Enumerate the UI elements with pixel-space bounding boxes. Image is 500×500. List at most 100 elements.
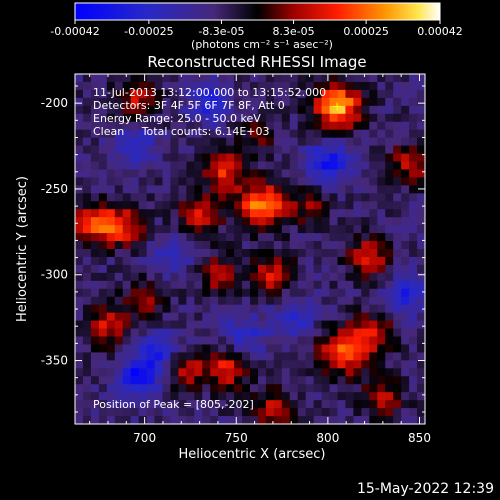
heatmap-cell bbox=[337, 249, 346, 258]
heatmap-cell bbox=[313, 169, 322, 178]
heatmap-cell bbox=[98, 392, 108, 401]
heatmap-cell bbox=[385, 225, 394, 234]
heatmap-cell bbox=[122, 129, 132, 139]
x-tick-label: 700 bbox=[133, 431, 156, 445]
heatmap-cell bbox=[321, 217, 330, 226]
heatmap-cell bbox=[154, 81, 163, 91]
heatmap-cell bbox=[98, 360, 108, 369]
heatmap-cell bbox=[202, 312, 211, 321]
heatmap-cell bbox=[409, 392, 418, 401]
heatmap-cell bbox=[90, 304, 100, 314]
heatmap-cell bbox=[202, 89, 211, 99]
heatmap-cell bbox=[154, 352, 163, 361]
heatmap-cell bbox=[138, 241, 147, 250]
heatmap-cell bbox=[130, 392, 140, 401]
heatmap-cell bbox=[361, 312, 370, 321]
heatmap-cell bbox=[218, 169, 227, 178]
heatmap-cell bbox=[401, 225, 410, 234]
heatmap-cell bbox=[146, 177, 155, 186]
heatmap-cell bbox=[281, 97, 291, 107]
heatmap-cell bbox=[250, 288, 259, 298]
heatmap-cell bbox=[305, 280, 315, 290]
heatmap-cell bbox=[289, 169, 299, 178]
heatmap-cell bbox=[321, 121, 330, 131]
heatmap-cell bbox=[409, 233, 418, 242]
heatmap-cell bbox=[122, 201, 132, 210]
heatmap-cell bbox=[170, 217, 179, 226]
heatmap-cell bbox=[170, 137, 179, 146]
heatmap-cell bbox=[154, 304, 163, 314]
heatmap-cell bbox=[337, 193, 346, 202]
heatmap-cell bbox=[393, 296, 402, 306]
heatmap-cell bbox=[385, 400, 394, 409]
heatmap-cell bbox=[162, 113, 171, 123]
heatmap-cell bbox=[114, 169, 124, 178]
heatmap-cell bbox=[186, 209, 195, 218]
heatmap-cell bbox=[90, 392, 100, 401]
heatmap-cell bbox=[409, 312, 418, 321]
heatmap-cell bbox=[106, 137, 116, 146]
heatmap-cell bbox=[265, 137, 275, 146]
heatmap-cell bbox=[250, 217, 259, 226]
heatmap-cell bbox=[154, 288, 163, 298]
heatmap-cell bbox=[297, 352, 307, 361]
heatmap-cell bbox=[337, 304, 346, 314]
heatmap-cell bbox=[242, 177, 251, 186]
heatmap-cell bbox=[186, 241, 195, 250]
heatmap-cell bbox=[210, 296, 219, 306]
heatmap-cell bbox=[138, 145, 147, 154]
heatmap-cell bbox=[138, 201, 147, 210]
heatmap-cell bbox=[409, 105, 418, 115]
heatmap-cell bbox=[146, 416, 155, 425]
heatmap-cell bbox=[401, 217, 410, 226]
heatmap-cell bbox=[194, 177, 203, 186]
heatmap-cell bbox=[75, 74, 84, 83]
heatmap-cell bbox=[194, 113, 203, 123]
heatmap-cell bbox=[210, 256, 219, 266]
heatmap-cell bbox=[154, 416, 163, 425]
heatmap-cell bbox=[401, 81, 410, 91]
heatmap-cell bbox=[265, 336, 275, 345]
heatmap-cell bbox=[305, 113, 315, 123]
heatmap-cell bbox=[202, 97, 211, 107]
heatmap-cell bbox=[313, 344, 322, 353]
heatmap-cell bbox=[337, 161, 346, 170]
heatmap-cell bbox=[250, 304, 259, 314]
heatmap-cell bbox=[186, 376, 195, 385]
heatmap-cell bbox=[242, 105, 251, 115]
heatmap-cell bbox=[162, 344, 171, 353]
heatmap-cell bbox=[321, 81, 330, 91]
heatmap-cell bbox=[265, 368, 275, 377]
heatmap-cell bbox=[90, 201, 100, 210]
heatmap-cell bbox=[329, 336, 338, 345]
heatmap-cell bbox=[377, 137, 386, 146]
heatmap-cell bbox=[345, 312, 354, 321]
colorbar-tick-label: -0.00042 bbox=[50, 25, 99, 38]
heatmap-cell bbox=[321, 225, 330, 234]
heatmap-cell bbox=[369, 217, 378, 226]
y-tick-label: -350 bbox=[41, 354, 68, 368]
info-line-detectors: Detectors: 3F 4F 5F 6F 7F 8F, Att 0 bbox=[93, 99, 285, 112]
heatmap-cell bbox=[194, 161, 203, 170]
heatmap-cell bbox=[281, 256, 291, 266]
heatmap-cell bbox=[122, 272, 132, 282]
heatmap-cell bbox=[122, 225, 132, 234]
heatmap-cell bbox=[130, 233, 140, 242]
heatmap-cell bbox=[329, 264, 338, 274]
heatmap-cell bbox=[90, 416, 100, 425]
heatmap-cell bbox=[369, 392, 378, 401]
heatmap-cell bbox=[337, 296, 346, 306]
heatmap-cell bbox=[409, 384, 418, 393]
heatmap-cell bbox=[186, 105, 195, 115]
heatmap-cell bbox=[265, 185, 275, 194]
heatmap-cell bbox=[130, 105, 140, 115]
heatmap-cell bbox=[82, 121, 92, 131]
heatmap-cell bbox=[321, 169, 330, 178]
heatmap-cell bbox=[345, 121, 354, 131]
heatmap-cell bbox=[210, 217, 219, 226]
heatmap-cell bbox=[377, 280, 386, 290]
heatmap-cell bbox=[321, 336, 330, 345]
heatmap-cell bbox=[353, 344, 362, 353]
heatmap-cell bbox=[393, 105, 402, 115]
heatmap-cell bbox=[234, 225, 243, 234]
